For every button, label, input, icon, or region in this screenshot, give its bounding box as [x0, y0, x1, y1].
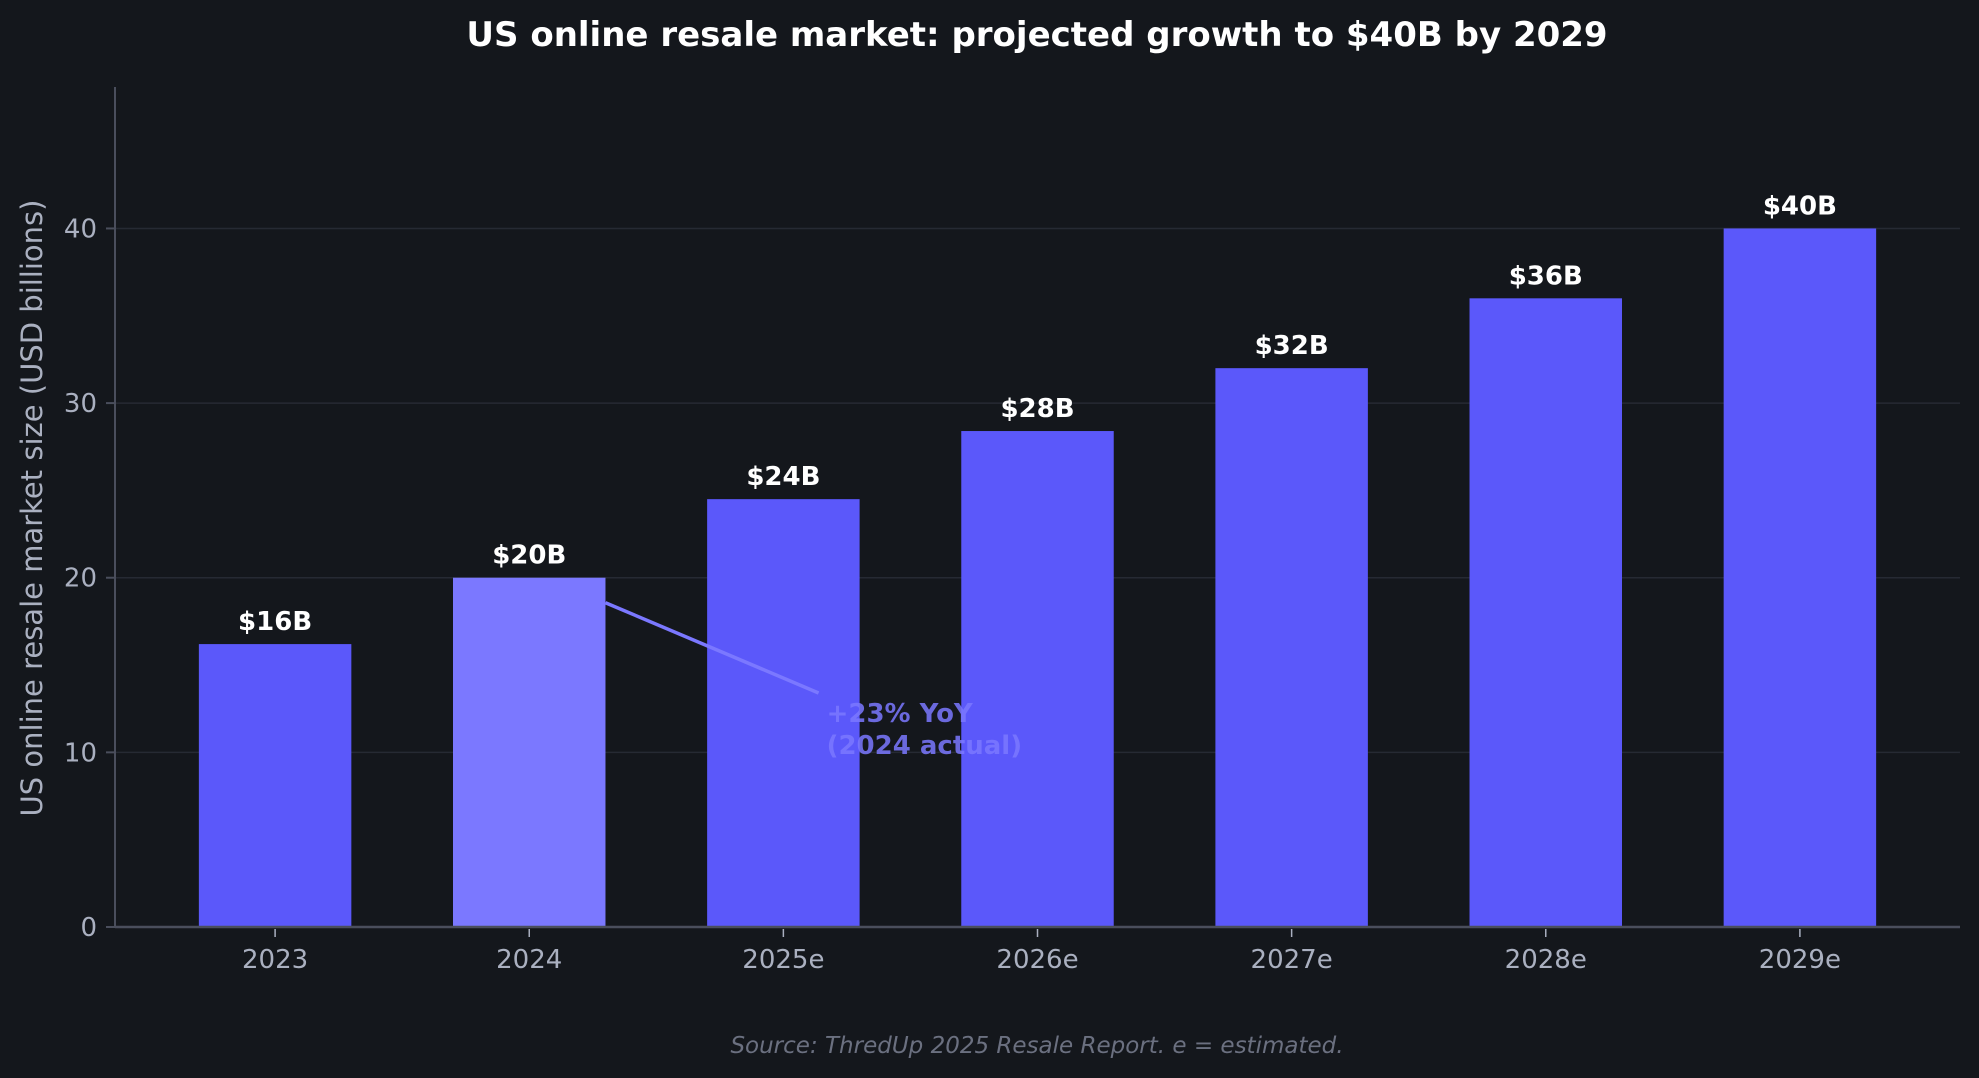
- x-tick-label: 2026e: [996, 945, 1078, 975]
- bar-2028e: [1469, 298, 1623, 927]
- bar-2023: [198, 644, 352, 927]
- data-label-2028e: $36B: [1509, 261, 1583, 291]
- data-label-2026e: $28B: [1000, 394, 1074, 424]
- y-tick-label: 30: [64, 389, 97, 419]
- axes: 0 10 20 30 40 2023 2024 2025e 2026e 2027e 2028e 202…: [64, 87, 1960, 975]
- annotation: +23% YoY (2024 actual): [604, 601, 1023, 761]
- y-tick-label: 20: [64, 564, 97, 594]
- x-tick-label: 2025e: [742, 945, 824, 975]
- y-tick-label: 0: [80, 913, 97, 943]
- bar-2026e: [961, 431, 1114, 927]
- bar-2025e: [707, 499, 860, 927]
- bar-2027e: [1215, 368, 1368, 927]
- data-label-2027e: $32B: [1255, 331, 1329, 361]
- y-tick-label: 40: [64, 214, 97, 244]
- annotation-line-2: (2024 actual): [827, 731, 1023, 761]
- annotation-line-1: +23% YoY: [827, 699, 974, 729]
- bars: [198, 228, 1877, 927]
- bar-2024: [452, 577, 606, 927]
- data-label-2024: $20B: [492, 541, 566, 571]
- x-tick-label: 2027e: [1251, 945, 1333, 975]
- y-tick-label: 10: [64, 738, 97, 768]
- data-labels: $16B $20B $24B $28B $32B $36B $40B: [238, 191, 1837, 637]
- source-footnote: Source: ThredUp 2025 Resale Report. e = …: [730, 1033, 1343, 1059]
- x-tick-label: 2023: [242, 945, 308, 975]
- x-tick-label: 2028e: [1505, 945, 1587, 975]
- x-tick-label: 2024: [496, 945, 562, 975]
- data-label-2025e: $24B: [746, 462, 820, 492]
- data-label-2023: $16B: [238, 607, 312, 637]
- chart-title: US online resale market: projected growt…: [466, 15, 1607, 55]
- data-label-2029e: $40B: [1763, 191, 1837, 221]
- annotation-arrow-line: [604, 601, 820, 695]
- y-axis-label: US online resale market size (USD billio…: [15, 200, 49, 817]
- x-tick-label: 2029e: [1759, 945, 1841, 975]
- bar-2029e: [1723, 228, 1877, 927]
